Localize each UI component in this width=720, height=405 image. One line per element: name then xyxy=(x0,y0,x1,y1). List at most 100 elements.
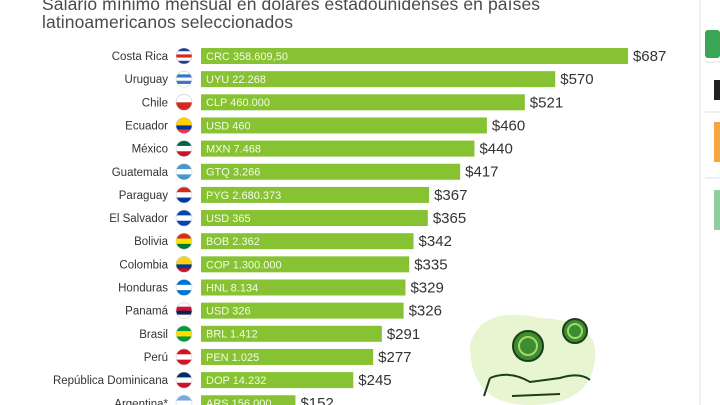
bar-label: PYG 2.680.373 xyxy=(206,190,281,202)
flag-icon xyxy=(176,348,192,365)
flag-stripe xyxy=(176,77,192,82)
flag-stripe xyxy=(176,395,192,401)
flag-outline xyxy=(175,348,193,366)
bar xyxy=(201,372,354,389)
bar-label: PEN 1.025 xyxy=(206,352,259,364)
value-label: $417 xyxy=(465,164,498,181)
flag-stripe xyxy=(176,80,192,85)
flag-icon xyxy=(176,279,192,296)
bar-label: UYU 22.268 xyxy=(206,74,266,86)
flag-stripe xyxy=(176,325,192,332)
flag-outline xyxy=(175,47,193,65)
flag-stripe xyxy=(176,186,192,193)
flag-icon xyxy=(176,94,192,111)
flag-stripe xyxy=(176,98,192,103)
flag-outline xyxy=(175,394,193,405)
flag-icon xyxy=(176,325,192,342)
bar-label: BOB 2.362 xyxy=(206,236,260,248)
flag-stripe xyxy=(176,377,192,384)
category-label: México xyxy=(132,144,168,156)
flag-stripe xyxy=(176,51,192,55)
flag-stripe xyxy=(176,215,192,222)
bar-label: CRC 358.609,50 xyxy=(206,51,288,63)
flag-stripe xyxy=(176,260,192,265)
flag-icon xyxy=(176,48,192,64)
value-label: $245 xyxy=(358,372,391,389)
panel-icon xyxy=(714,122,720,162)
value-label: $277 xyxy=(378,349,411,366)
flag-stripe xyxy=(176,348,192,355)
flag-outline xyxy=(175,371,193,389)
flag-stripe xyxy=(176,306,192,311)
bar-label: ARS 156.000 xyxy=(206,398,271,405)
flag-icon xyxy=(176,233,192,250)
value-label: $460 xyxy=(492,117,525,134)
bar xyxy=(201,348,374,365)
flag-stripe xyxy=(176,94,192,99)
category-label: El Salvador xyxy=(109,213,168,225)
flag-icon xyxy=(176,256,192,273)
value-label: $570 xyxy=(560,71,593,88)
bar-label: BRL 1.412 xyxy=(206,329,258,341)
flag-outline xyxy=(175,186,193,204)
value-label: $326 xyxy=(409,303,442,320)
flag-stripe xyxy=(176,54,192,58)
value-label: $291 xyxy=(387,326,420,343)
flag-stripe xyxy=(176,243,192,250)
bar xyxy=(201,140,475,157)
bar xyxy=(201,325,382,342)
flag-icon xyxy=(176,302,192,319)
category-label: Perú xyxy=(144,352,168,364)
category-label: Honduras xyxy=(118,283,168,295)
flag-stripe xyxy=(176,302,192,307)
value-label: $365 xyxy=(433,210,466,227)
bar xyxy=(201,210,428,227)
flag-stripe xyxy=(176,400,192,405)
flag-stripe xyxy=(176,60,192,64)
flag-stripe xyxy=(176,359,192,365)
flag-outline xyxy=(175,209,193,227)
bar xyxy=(201,186,430,203)
flag-stripe xyxy=(176,83,192,88)
flag-stripe xyxy=(176,290,192,296)
flag-stripe xyxy=(176,129,192,134)
category-label: Costa Rica xyxy=(112,51,169,63)
flag-stripe xyxy=(176,264,192,269)
panel-icon xyxy=(714,80,720,100)
flag-stripe xyxy=(176,314,192,319)
bar xyxy=(201,163,461,180)
flag-stripe xyxy=(176,169,192,175)
category-label: Brasil xyxy=(139,329,168,341)
flag-stripe xyxy=(176,284,192,291)
category-label: Argentina* xyxy=(114,398,168,405)
category-label: Chile xyxy=(142,97,168,109)
bar xyxy=(201,94,525,111)
flag-icon xyxy=(176,163,192,180)
panel-icon xyxy=(714,190,720,230)
flag-stripe xyxy=(176,48,192,52)
flag-stripe xyxy=(176,210,192,216)
flag-outline xyxy=(175,163,193,181)
flag-stripe xyxy=(176,268,192,273)
flag-stripe xyxy=(176,121,192,126)
flag-icon xyxy=(176,372,192,389)
flag-stripe xyxy=(176,310,192,315)
bar xyxy=(201,117,487,134)
flag-stripe xyxy=(176,238,192,245)
category-label: Guatemala xyxy=(112,167,169,179)
value-label: $687 xyxy=(633,48,666,65)
flag-stripe xyxy=(176,220,192,227)
flag-stripe xyxy=(176,372,192,378)
bar xyxy=(201,395,296,405)
value-label: $335 xyxy=(414,256,447,273)
flag-stripe xyxy=(176,140,192,147)
flag-stripe xyxy=(176,233,192,239)
flag-stripe xyxy=(176,106,192,111)
category-label: República Dominicana xyxy=(53,375,169,387)
flag-stripe xyxy=(176,102,192,107)
bar xyxy=(201,48,628,64)
value-label: $521 xyxy=(530,94,563,111)
bar-label: USD 460 xyxy=(206,120,251,132)
flag-stripe xyxy=(176,331,192,337)
